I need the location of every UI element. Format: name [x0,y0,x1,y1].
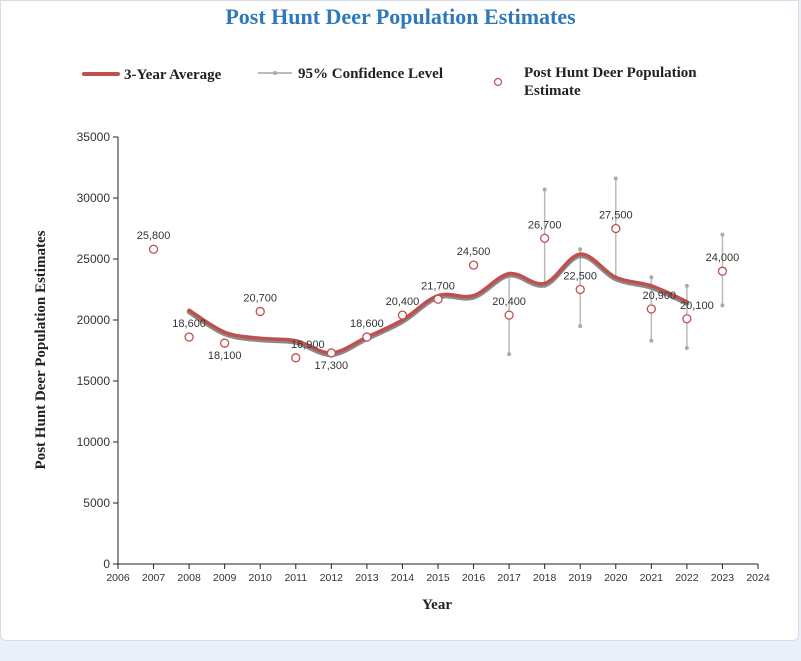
x-tick-label-2009: 2009 [213,572,237,584]
x-tick-label-2022: 2022 [675,572,699,584]
x-tick-label-2024: 2024 [746,572,770,584]
x-tick-label-2023: 2023 [711,572,735,584]
estimate-points [148,223,728,363]
estimate-point-2015 [433,294,443,304]
legend-estimate-label: Post Hunt Deer Population Estimate [524,65,700,99]
estimate-point-2010 [255,306,265,317]
confidence-high-2022 [684,283,689,288]
data-label-2023: 24,000 [706,252,740,264]
data-label-2013: 18,600 [350,318,384,330]
y-tick-label-30000: 30000 [77,191,111,205]
legend-average-label: 3-Year Average [124,67,222,83]
legend-confidence-marker [273,71,277,75]
x-tick-label-2013: 2013 [355,572,379,584]
confidence-low-2021 [649,338,654,343]
x-tick-label-2021: 2021 [640,572,664,584]
data-label-2020: 27,500 [599,210,633,222]
estimate-point-2021 [646,304,656,314]
y-tick-label-20000: 20000 [77,313,111,327]
data-label-2022: 20,100 [680,300,714,312]
x-tick-label-2014: 2014 [391,572,415,584]
data-label-2017: 20,400 [492,296,526,308]
estimate-point-2018 [540,233,550,243]
data-label-2018: 26,700 [528,219,562,231]
legend-estimate-marker [493,77,503,87]
x-tick-label-2020: 2020 [604,572,628,584]
legend-item-confidence[interactable]: 95% Confidence Level [258,66,443,82]
x-tick-label-2006: 2006 [106,572,130,584]
data-label-2016: 24,500 [457,246,491,258]
confidence-low-2023 [720,303,725,308]
data-label-2015: 21,700 [421,280,455,292]
estimate-point-2007 [148,244,159,254]
estimate-point-2009 [220,338,230,348]
data-label-2008: 18,600 [172,318,206,330]
x-tick-label-2011: 2011 [284,572,307,584]
confidence-low-2019 [578,324,583,329]
data-label-2007: 25,800 [137,230,171,242]
legend: 3-Year Average 95% Confidence Level Post… [82,65,701,99]
estimate-point-2016 [468,260,479,270]
data-label-2021: 20,900 [643,290,677,302]
confidence-low-2022 [684,346,689,351]
confidence-high-2018 [542,187,547,192]
estimate-point-2012 [326,348,336,358]
estimate-point-2023 [717,266,728,276]
x-tick-label-2015: 2015 [426,572,450,584]
x-tick-label-2010: 2010 [249,572,273,584]
x-tick-label-2017: 2017 [497,572,521,584]
x-tick-label-2008: 2008 [177,572,201,584]
estimate-point-2014 [397,310,408,320]
axes: 0 5000 10000 15000 20000 25000 30000 35000 2006 2… [77,130,770,584]
confidence-low-2017 [507,352,512,357]
y-tick-label-0: 0 [103,557,110,571]
chart-title: Post Hunt Deer Population Estimates [225,4,576,29]
confidence-high-2020 [613,176,618,181]
legend-confidence-label: 95% Confidence Level [298,66,443,82]
x-axis-title: Year [422,597,452,613]
legend-item-average[interactable]: 3-Year Average [82,67,222,83]
confidence-high-2019 [578,247,583,252]
data-label-2019: 22,500 [563,271,597,283]
data-label-2010: 20,700 [243,292,277,304]
y-tick-label-25000: 25000 [77,252,111,266]
data-labels: 25,800 18,600 18,100 20,700 16,900 17,300 18,6… [137,210,740,372]
data-label-2014: 20,400 [386,296,420,308]
x-tick-label-2018: 2018 [533,572,557,584]
x-tick-label-2019: 2019 [569,572,593,584]
data-label-2012: 17,300 [315,360,349,372]
estimate-point-2017 [504,310,514,320]
data-label-2011: 16,900 [291,339,325,351]
legend-estimate-line-1: Post Hunt Deer Population [524,65,697,81]
y-axis-title: Post Hunt Deer Population Estimates [33,230,49,469]
confidence-high-2021 [649,275,654,280]
y-tick-label-5000: 5000 [83,496,110,510]
legend-estimate-line-2: Estimate [524,83,581,99]
estimate-point-2008 [184,332,194,342]
estimate-point-2011 [291,353,301,363]
y-tick-label-35000: 35000 [77,130,111,144]
x-tick-label-2016: 2016 [462,572,486,584]
confidence-bars [507,176,725,357]
estimate-point-2022 [682,314,692,324]
y-tick-label-10000: 10000 [77,435,111,449]
estimate-point-2019 [575,284,585,295]
y-tick-label-15000: 15000 [77,374,111,388]
legend-item-estimate[interactable]: Post Hunt Deer Population Estimate [493,65,701,99]
x-tick-label-2012: 2012 [320,572,344,584]
estimate-point-2013 [362,332,372,342]
x-tick-label-2007: 2007 [142,572,166,584]
confidence-high-2023 [720,232,725,237]
estimate-point-2020 [611,223,621,234]
data-label-2009: 18,100 [208,350,242,362]
